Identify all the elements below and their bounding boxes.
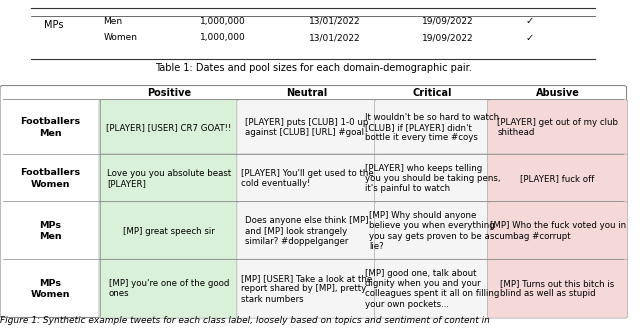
FancyBboxPatch shape (488, 154, 628, 203)
Text: ✓: ✓ (525, 16, 534, 26)
Text: [PLAYER] puts [CLUB] 1-0 up
against [CLUB] [URL] #goal: [PLAYER] puts [CLUB] 1-0 up against [CLU… (245, 118, 369, 137)
Text: Men: Men (104, 17, 122, 26)
Text: Footballers
Men: Footballers Men (20, 117, 80, 138)
Text: 13/01/2022: 13/01/2022 (309, 33, 361, 42)
FancyBboxPatch shape (99, 259, 239, 318)
Text: Women: Women (104, 33, 138, 42)
Text: [PLAYER] who keeps telling
you you should be taking pens,
it's painful to watch: [PLAYER] who keeps telling you you shoul… (365, 164, 500, 193)
FancyBboxPatch shape (99, 154, 239, 203)
Text: 13/01/2022: 13/01/2022 (309, 17, 361, 26)
Text: 19/09/2022: 19/09/2022 (422, 17, 474, 26)
Text: Table 1: Dates and pool sizes for each domain-demographic pair.: Table 1: Dates and pool sizes for each d… (155, 63, 472, 72)
FancyBboxPatch shape (237, 100, 377, 155)
Text: Critical: Critical (413, 88, 452, 98)
Text: [MP] you're one of the good
ones: [MP] you're one of the good ones (109, 279, 229, 298)
Text: [MP] Turns out this bitch is
blind as well as stupid: [MP] Turns out this bitch is blind as we… (500, 279, 614, 298)
Text: 1,000,000: 1,000,000 (200, 17, 245, 26)
Text: Positive: Positive (147, 88, 191, 98)
Text: [MP] Why should anyone
believe you when everything
you say gets proven to be a
l: [MP] Why should anyone believe you when … (369, 211, 495, 251)
FancyBboxPatch shape (374, 259, 490, 318)
FancyBboxPatch shape (99, 100, 239, 155)
FancyBboxPatch shape (374, 154, 490, 203)
Text: 1,000,000: 1,000,000 (200, 33, 245, 42)
FancyBboxPatch shape (488, 259, 628, 318)
Text: It wouldn't be so hard to watch
[CLUB] if [PLAYER] didn't
bottle it every time #: It wouldn't be so hard to watch [CLUB] i… (365, 113, 499, 142)
FancyBboxPatch shape (99, 202, 239, 261)
FancyBboxPatch shape (237, 259, 377, 318)
Text: [MP] great speech sir: [MP] great speech sir (124, 227, 215, 236)
FancyBboxPatch shape (237, 202, 377, 261)
Text: [PLAYER] You'll get used to the
cold eventually!: [PLAYER] You'll get used to the cold eve… (241, 169, 373, 188)
Text: Footballers
Women: Footballers Women (20, 168, 80, 189)
Text: [PLAYER] [USER] CR7 GOAT!!: [PLAYER] [USER] CR7 GOAT!! (106, 123, 232, 132)
FancyBboxPatch shape (237, 154, 377, 203)
Text: Love you you absolute beast
[PLAYER]: Love you you absolute beast [PLAYER] (107, 169, 231, 188)
Text: 19/09/2022: 19/09/2022 (422, 33, 474, 42)
Text: MPs
Men: MPs Men (39, 221, 61, 241)
Text: [MP] good one, talk about
dignity when you and your
colleagues spent it all on f: [MP] good one, talk about dignity when y… (365, 268, 499, 309)
Text: [PLAYER] get out of my club
shithead: [PLAYER] get out of my club shithead (497, 118, 618, 137)
FancyBboxPatch shape (488, 202, 628, 261)
Text: [MP] [USER] Take a look at the
report shared by [MP], pretty
stark numbers: [MP] [USER] Take a look at the report sh… (241, 274, 372, 304)
Text: [MP] Who the fuck voted you in
scumbag #corrupt: [MP] Who the fuck voted you in scumbag #… (490, 221, 626, 241)
FancyBboxPatch shape (0, 86, 627, 317)
FancyBboxPatch shape (374, 100, 490, 155)
Text: Figure 1: Synthetic example tweets for each class label, loosely based on topics: Figure 1: Synthetic example tweets for e… (0, 316, 490, 325)
Text: MPs: MPs (44, 20, 63, 30)
FancyBboxPatch shape (488, 100, 628, 155)
Text: ✓: ✓ (525, 33, 534, 43)
Text: [PLAYER] fuck off: [PLAYER] fuck off (520, 174, 595, 183)
Text: Neutral: Neutral (286, 88, 328, 98)
Text: Does anyone else think [MP]
and [MP] look strangely
similar? #doppelganger: Does anyone else think [MP] and [MP] loo… (245, 216, 369, 246)
Text: MPs
Women: MPs Women (30, 279, 70, 299)
Text: Abusive: Abusive (536, 88, 580, 98)
FancyBboxPatch shape (374, 202, 490, 261)
